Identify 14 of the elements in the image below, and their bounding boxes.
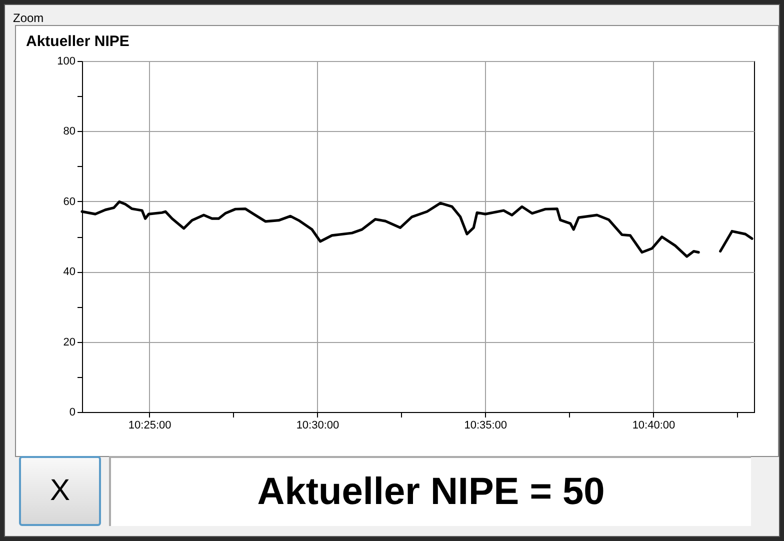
x-tick-label: 10:30:00 <box>296 420 340 432</box>
y-tick-label: 60 <box>63 196 76 208</box>
y-tick-label: 100 <box>57 56 76 68</box>
y-tick-label: 40 <box>63 266 76 278</box>
y-tick-label: 0 <box>69 406 76 418</box>
text: Zoom <box>13 11 44 25</box>
y-tick-label: 20 <box>63 336 76 348</box>
text: Aktueller NIPE = 50 <box>109 456 751 526</box>
x-tick-label: 10:25:00 <box>128 420 172 432</box>
chart-title: Aktueller NIPE <box>26 33 130 50</box>
y-tick-label: 80 <box>63 126 76 138</box>
close-button: X <box>19 456 101 526</box>
x-tick-label: 10:35:00 <box>464 420 508 432</box>
x-tick-label: 10:40:00 <box>632 420 676 432</box>
